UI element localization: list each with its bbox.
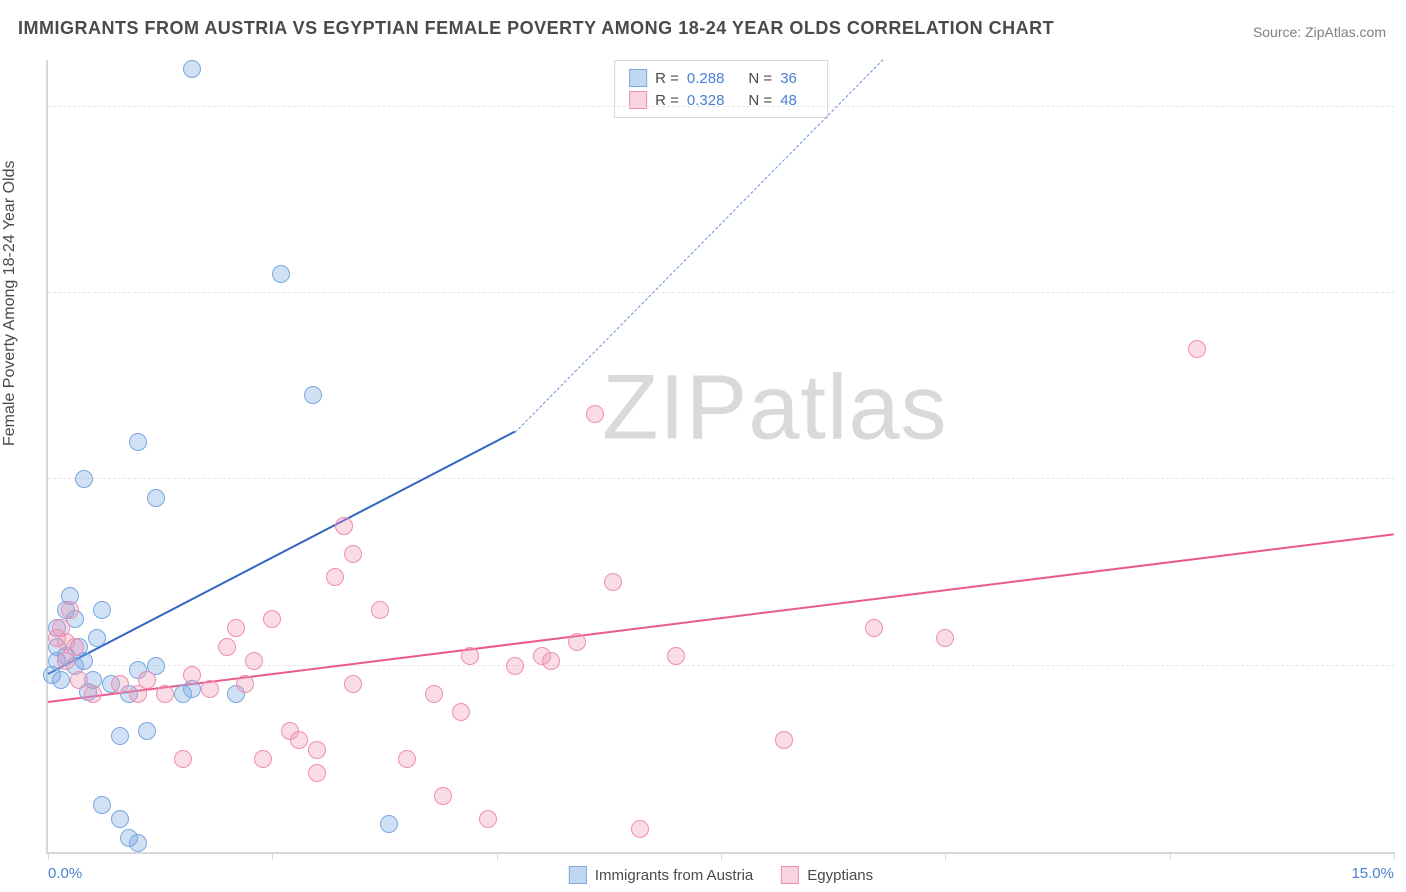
scatter-point [604, 573, 622, 591]
scatter-point [156, 685, 174, 703]
trend-line [48, 431, 516, 675]
scatter-point [326, 568, 344, 586]
scatter-point [371, 601, 389, 619]
scatter-point [308, 764, 326, 782]
scatter-point [461, 647, 479, 665]
watermark: ZIPatlas [602, 356, 947, 461]
scatter-point [425, 685, 443, 703]
scatter-point [111, 810, 129, 828]
scatter-point [236, 675, 254, 693]
scatter-point [263, 610, 281, 628]
scatter-point [227, 619, 245, 637]
chart-title: IMMIGRANTS FROM AUSTRIA VS EGYPTIAN FEMA… [18, 18, 1054, 39]
scatter-point [93, 601, 111, 619]
scatter-point [218, 638, 236, 656]
scatter-point [84, 685, 102, 703]
scatter-point [667, 647, 685, 665]
scatter-point [568, 633, 586, 651]
x-tick [1394, 852, 1395, 860]
scatter-point [61, 601, 79, 619]
scatter-point [304, 386, 322, 404]
scatter-point [70, 671, 88, 689]
watermark-thin: atlas [748, 357, 947, 459]
legend-row: R = 0.288 N = 36 [629, 67, 813, 89]
x-tick [1170, 852, 1171, 860]
x-tick-label: 0.0% [48, 865, 82, 882]
scatter-point [120, 829, 138, 847]
scatter-point [335, 517, 353, 535]
scatter-point [936, 629, 954, 647]
scatter-point [542, 652, 560, 670]
scatter-point [66, 638, 84, 656]
scatter-point [245, 652, 263, 670]
scatter-point [88, 629, 106, 647]
scatter-point [129, 433, 147, 451]
plot-area: ZIPatlas R = 0.288 N = 36 R = 0.328 N = … [46, 60, 1394, 854]
scatter-point [344, 675, 362, 693]
scatter-point [111, 727, 129, 745]
legend-series-label: Egyptians [807, 867, 873, 884]
scatter-point [308, 741, 326, 759]
legend-swatch-icon [629, 69, 647, 87]
scatter-point [631, 820, 649, 838]
scatter-point [183, 666, 201, 684]
scatter-point [93, 796, 111, 814]
scatter-point [434, 787, 452, 805]
legend-row: R = 0.328 N = 48 [629, 89, 813, 111]
legend-item: Immigrants from Austria [569, 866, 753, 884]
scatter-point [254, 750, 272, 768]
scatter-point [272, 265, 290, 283]
scatter-point [52, 671, 70, 689]
x-tick [272, 852, 273, 860]
scatter-point [138, 671, 156, 689]
scatter-point [398, 750, 416, 768]
gridline [48, 292, 1394, 293]
legend-correlation: R = 0.288 N = 36 R = 0.328 N = 48 [614, 60, 828, 118]
legend-series: Immigrants from Austria Egyptians [569, 866, 873, 884]
x-tick-label: 15.0% [1351, 865, 1394, 882]
scatter-point [201, 680, 219, 698]
y-axis-label: Female Poverty Among 18-24 Year Olds [1, 161, 19, 447]
scatter-point [479, 810, 497, 828]
legend-series-label: Immigrants from Austria [595, 867, 753, 884]
scatter-point [147, 489, 165, 507]
scatter-point [506, 657, 524, 675]
scatter-point [380, 815, 398, 833]
legend-n-label: N = [748, 70, 772, 87]
scatter-point [775, 731, 793, 749]
legend-r-label: R = [655, 70, 679, 87]
source-attribution: Source: ZipAtlas.com [1253, 24, 1386, 40]
scatter-point [452, 703, 470, 721]
scatter-point [344, 545, 362, 563]
scatter-point [111, 675, 129, 693]
legend-n-value: 36 [780, 70, 797, 87]
x-tick [48, 852, 49, 860]
watermark-bold: ZIP [602, 357, 748, 459]
x-tick [945, 852, 946, 860]
legend-r-value: 0.288 [687, 70, 725, 87]
scatter-point [174, 750, 192, 768]
scatter-point [290, 731, 308, 749]
legend-swatch-icon [569, 866, 587, 884]
scatter-point [183, 60, 201, 78]
scatter-point [586, 405, 604, 423]
legend-swatch-icon [781, 866, 799, 884]
scatter-point [865, 619, 883, 637]
gridline [48, 106, 1394, 107]
x-tick [497, 852, 498, 860]
x-tick [721, 852, 722, 860]
gridline [48, 478, 1394, 479]
scatter-point [1188, 340, 1206, 358]
legend-item: Egyptians [781, 866, 873, 884]
scatter-point [75, 470, 93, 488]
scatter-point [138, 722, 156, 740]
chart-container: IMMIGRANTS FROM AUSTRIA VS EGYPTIAN FEMA… [0, 0, 1406, 892]
